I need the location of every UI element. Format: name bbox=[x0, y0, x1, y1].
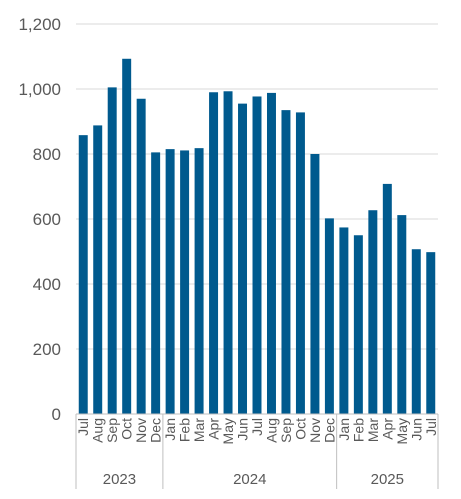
x-tick-label: Nov bbox=[307, 418, 323, 443]
bar bbox=[93, 125, 103, 415]
bar bbox=[368, 210, 378, 414]
x-tick-label: Jul bbox=[249, 418, 265, 436]
bar bbox=[107, 87, 117, 414]
x-tick-label: Mar bbox=[191, 418, 207, 442]
bar bbox=[310, 154, 320, 414]
y-tick-label: 1,200 bbox=[18, 15, 61, 34]
bar bbox=[151, 152, 161, 414]
x-tick-label: Jan bbox=[336, 418, 352, 441]
bar bbox=[209, 92, 219, 414]
bar bbox=[238, 103, 248, 414]
bar bbox=[353, 235, 363, 414]
bar bbox=[324, 218, 334, 414]
x-tick-label: Aug bbox=[90, 418, 106, 443]
x-tick-label: May bbox=[394, 418, 410, 444]
x-tick-label: Dec bbox=[148, 418, 164, 443]
bar bbox=[397, 215, 407, 414]
bar bbox=[382, 183, 392, 414]
bar bbox=[411, 249, 421, 414]
x-tick-label: Sep bbox=[278, 418, 294, 443]
x-tick-label: Feb bbox=[177, 418, 193, 442]
x-axis: JulAugSepOctNovDecJanFebMarAprMayJunJulA… bbox=[75, 413, 439, 489]
x-tick-label: Jan bbox=[162, 418, 178, 441]
x-tick-label: Oct bbox=[119, 418, 135, 440]
bar bbox=[281, 110, 291, 414]
bar bbox=[180, 150, 190, 415]
year-group-label: 2023 bbox=[103, 471, 136, 488]
x-tick-label: Aug bbox=[263, 418, 279, 443]
year-group-label: 2024 bbox=[233, 471, 266, 488]
x-tick-label: Apr bbox=[379, 418, 395, 440]
x-tick-label: Jul bbox=[75, 418, 91, 436]
bar bbox=[165, 149, 175, 414]
x-tick-label: Jun bbox=[235, 418, 251, 441]
bar bbox=[252, 96, 262, 414]
bars bbox=[78, 58, 436, 415]
y-tick-label: 400 bbox=[33, 275, 61, 294]
x-tick-label: Mar bbox=[365, 418, 381, 442]
bar bbox=[78, 135, 88, 414]
bar bbox=[426, 252, 436, 414]
x-tick-label: Nov bbox=[133, 418, 149, 443]
y-axis: 0 200 400 600 800 1,000 1,200 bbox=[18, 15, 61, 424]
bar bbox=[339, 227, 349, 414]
bar bbox=[295, 112, 305, 415]
x-tick-label: Oct bbox=[292, 418, 308, 440]
x-tick-label: Sep bbox=[104, 418, 120, 443]
y-tick-label: 200 bbox=[33, 340, 61, 359]
bar bbox=[194, 148, 204, 414]
y-tick-label: 600 bbox=[33, 210, 61, 229]
x-tick-label: Jul bbox=[423, 418, 439, 436]
x-tick-label: Apr bbox=[206, 418, 222, 440]
x-tick-label: Feb bbox=[350, 418, 366, 442]
x-tick-label: May bbox=[220, 418, 236, 444]
bar bbox=[136, 98, 146, 414]
x-tick-label: Jun bbox=[408, 418, 424, 441]
bar bbox=[223, 91, 233, 415]
year-group-label: 2025 bbox=[371, 471, 404, 488]
x-tick-label: Dec bbox=[321, 418, 337, 443]
y-tick-label: 800 bbox=[33, 145, 61, 164]
bar bbox=[122, 58, 132, 415]
bar bbox=[266, 92, 276, 415]
y-tick-label: 0 bbox=[52, 405, 61, 424]
y-tick-label: 1,000 bbox=[18, 80, 61, 99]
